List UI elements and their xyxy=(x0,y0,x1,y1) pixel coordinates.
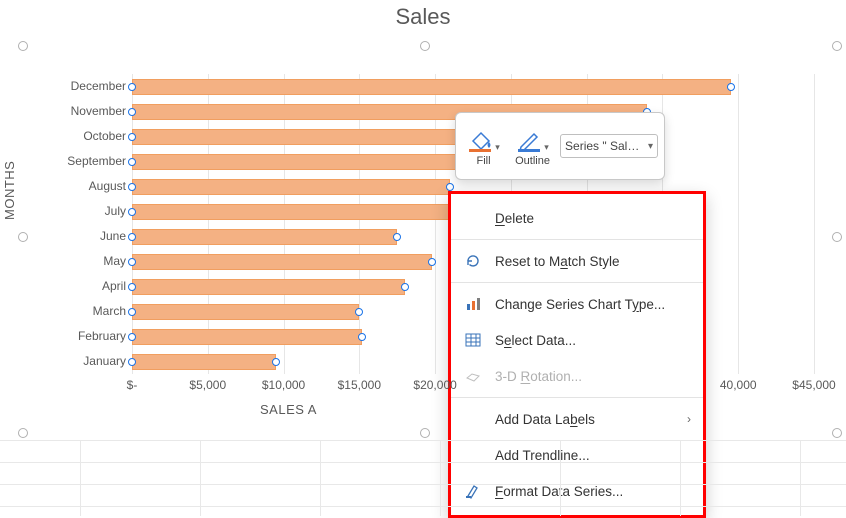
menu-item: 3-D Rotation... xyxy=(451,358,703,394)
menu-item-label: Delete xyxy=(495,211,534,226)
menu-item-label: 3-D Rotation... xyxy=(495,369,582,384)
chart-title: Sales xyxy=(0,4,846,30)
chevron-down-icon: ▾ xyxy=(648,141,653,152)
series-handle[interactable] xyxy=(128,333,136,341)
menu-item[interactable]: Reset to Match Style xyxy=(451,243,703,279)
x-tick-label: $5,000 xyxy=(189,378,226,392)
menu-separator xyxy=(451,282,703,283)
series-handle[interactable] xyxy=(128,108,136,116)
category-label: November xyxy=(36,104,126,118)
chevron-right-icon: › xyxy=(687,412,691,426)
category-label: March xyxy=(36,304,126,318)
data-bar[interactable] xyxy=(132,254,432,270)
pen-icon: ▾ xyxy=(516,125,549,153)
selection-handle[interactable] xyxy=(420,41,430,51)
x-axis-title: SALES A xyxy=(260,402,317,417)
series-handle[interactable] xyxy=(393,233,401,241)
series-handle[interactable] xyxy=(128,233,136,241)
menu-item[interactable]: Delete xyxy=(451,200,703,236)
category-label: January xyxy=(36,354,126,368)
series-handle[interactable] xyxy=(128,283,136,291)
chart-type-icon xyxy=(463,296,483,312)
paint-bucket-icon: ▾ xyxy=(467,125,500,153)
menu-separator xyxy=(451,239,703,240)
category-label: May xyxy=(36,254,126,268)
menu-item-label: Change Series Chart Type... xyxy=(495,297,665,312)
category-label: December xyxy=(36,79,126,93)
data-bar[interactable] xyxy=(132,354,276,370)
selection-handle[interactable] xyxy=(832,41,842,51)
x-tick-label: $- xyxy=(127,378,138,392)
chart-container: Sales MONTHS SALES A ▾ Fill xyxy=(0,0,846,516)
series-handle[interactable] xyxy=(128,133,136,141)
category-label: February xyxy=(36,329,126,343)
menu-item[interactable]: Add Data Labels › xyxy=(451,401,703,437)
menu-item-label: Add Data Labels xyxy=(495,412,595,427)
series-select[interactable]: Series " Sales " ▾ xyxy=(560,134,658,158)
data-bar[interactable] xyxy=(132,279,405,295)
data-bar[interactable] xyxy=(132,304,359,320)
series-handle[interactable] xyxy=(128,208,136,216)
series-handle[interactable] xyxy=(128,258,136,266)
outline-button[interactable]: ▾ Outline xyxy=(511,118,554,174)
fill-button[interactable]: ▾ Fill xyxy=(462,118,505,174)
series-handle[interactable] xyxy=(128,158,136,166)
series-handle[interactable] xyxy=(358,333,366,341)
series-handle[interactable] xyxy=(128,83,136,91)
category-label: July xyxy=(36,204,126,218)
selection-handle[interactable] xyxy=(832,232,842,242)
category-label: September xyxy=(36,154,126,168)
rotation-icon xyxy=(463,368,483,384)
selection-handle[interactable] xyxy=(420,428,430,438)
x-tick-label: 40,000 xyxy=(720,378,757,392)
series-handle[interactable] xyxy=(128,358,136,366)
selection-handle[interactable] xyxy=(18,41,28,51)
x-tick-label: $15,000 xyxy=(338,378,381,392)
reset-icon xyxy=(463,253,483,269)
category-label: August xyxy=(36,179,126,193)
series-handle[interactable] xyxy=(355,308,363,316)
menu-item-label: Reset to Match Style xyxy=(495,254,620,269)
category-label: June xyxy=(36,229,126,243)
menu-item-label: Select Data... xyxy=(495,333,576,348)
mini-toolbar: ▾ Fill ▾ Outline Series " Sales " ▾ xyxy=(455,112,665,180)
selection-handle[interactable] xyxy=(18,428,28,438)
series-handle[interactable] xyxy=(401,283,409,291)
worksheet-grid xyxy=(0,440,846,516)
selection-handle[interactable] xyxy=(832,428,842,438)
series-handle[interactable] xyxy=(128,308,136,316)
category-label: April xyxy=(36,279,126,293)
series-select-value: Series " Sales " xyxy=(565,139,644,153)
x-tick-label: $45,000 xyxy=(792,378,835,392)
data-bar[interactable] xyxy=(132,79,731,95)
series-handle[interactable] xyxy=(128,183,136,191)
y-axis-title: MONTHS xyxy=(2,161,17,220)
series-handle[interactable] xyxy=(428,258,436,266)
series-handle[interactable] xyxy=(272,358,280,366)
x-tick-label: $20,000 xyxy=(413,378,456,392)
menu-item[interactable]: Select Data... xyxy=(451,322,703,358)
x-tick-label: $10,000 xyxy=(262,378,305,392)
gridline xyxy=(738,74,739,374)
outline-label: Outline xyxy=(515,155,550,167)
fill-label: Fill xyxy=(476,155,490,167)
series-handle[interactable] xyxy=(727,83,735,91)
data-bar[interactable] xyxy=(132,329,362,345)
selection-handle[interactable] xyxy=(18,232,28,242)
data-bar[interactable] xyxy=(132,229,397,245)
gridline xyxy=(814,74,815,374)
menu-separator xyxy=(451,397,703,398)
select-data-icon xyxy=(463,332,483,348)
menu-item[interactable]: Change Series Chart Type... xyxy=(451,286,703,322)
series-handle[interactable] xyxy=(446,183,454,191)
data-bar[interactable] xyxy=(132,179,450,195)
category-label: October xyxy=(36,129,126,143)
